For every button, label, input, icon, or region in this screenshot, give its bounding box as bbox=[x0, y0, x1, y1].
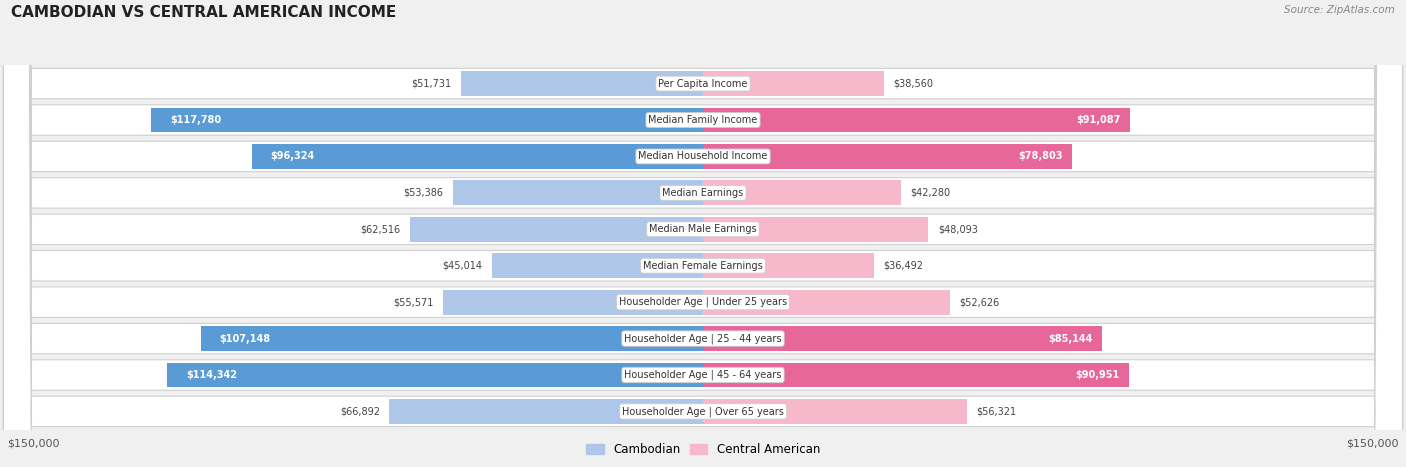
Bar bbox=[443, 290, 703, 315]
Text: $62,516: $62,516 bbox=[360, 224, 401, 234]
Text: Householder Age | Over 65 years: Householder Age | Over 65 years bbox=[621, 406, 785, 417]
Text: $42,280: $42,280 bbox=[911, 188, 950, 198]
Text: Householder Age | Under 25 years: Householder Age | Under 25 years bbox=[619, 297, 787, 307]
Bar bbox=[201, 326, 703, 351]
Text: Householder Age | 45 - 64 years: Householder Age | 45 - 64 years bbox=[624, 370, 782, 380]
Bar bbox=[389, 399, 703, 424]
Text: $45,014: $45,014 bbox=[443, 261, 482, 271]
FancyBboxPatch shape bbox=[3, 0, 1403, 467]
Bar bbox=[703, 399, 967, 424]
Text: Source: ZipAtlas.com: Source: ZipAtlas.com bbox=[1284, 5, 1395, 14]
Bar bbox=[703, 180, 901, 205]
FancyBboxPatch shape bbox=[3, 0, 1403, 467]
Text: $117,780: $117,780 bbox=[170, 115, 221, 125]
Text: Median Earnings: Median Earnings bbox=[662, 188, 744, 198]
Text: $66,892: $66,892 bbox=[340, 406, 380, 417]
Text: $96,324: $96,324 bbox=[270, 151, 315, 162]
Text: $90,951: $90,951 bbox=[1076, 370, 1121, 380]
Text: Median Household Income: Median Household Income bbox=[638, 151, 768, 162]
Text: $107,148: $107,148 bbox=[219, 333, 271, 344]
Bar bbox=[150, 107, 703, 133]
FancyBboxPatch shape bbox=[3, 0, 1403, 467]
FancyBboxPatch shape bbox=[3, 0, 1403, 467]
FancyBboxPatch shape bbox=[3, 0, 1403, 467]
Text: Median Female Earnings: Median Female Earnings bbox=[643, 261, 763, 271]
Legend: Cambodian, Central American: Cambodian, Central American bbox=[581, 439, 825, 461]
Bar bbox=[461, 71, 703, 96]
Text: $51,731: $51,731 bbox=[411, 78, 451, 89]
Text: $150,000: $150,000 bbox=[7, 439, 59, 449]
FancyBboxPatch shape bbox=[3, 0, 1403, 467]
FancyBboxPatch shape bbox=[3, 0, 1403, 467]
Text: $48,093: $48,093 bbox=[938, 224, 977, 234]
Text: $53,386: $53,386 bbox=[404, 188, 443, 198]
FancyBboxPatch shape bbox=[3, 0, 1403, 467]
Text: $56,321: $56,321 bbox=[976, 406, 1017, 417]
Bar bbox=[492, 253, 703, 278]
Text: $38,560: $38,560 bbox=[893, 78, 934, 89]
Bar bbox=[703, 144, 1073, 169]
Bar bbox=[703, 362, 1129, 388]
Text: $85,144: $85,144 bbox=[1049, 333, 1092, 344]
Text: Householder Age | 25 - 44 years: Householder Age | 25 - 44 years bbox=[624, 333, 782, 344]
FancyBboxPatch shape bbox=[3, 0, 1403, 467]
Bar bbox=[703, 326, 1102, 351]
FancyBboxPatch shape bbox=[3, 0, 1403, 467]
Text: Per Capita Income: Per Capita Income bbox=[658, 78, 748, 89]
Text: $52,626: $52,626 bbox=[959, 297, 1000, 307]
Bar bbox=[411, 217, 703, 242]
Bar bbox=[703, 71, 884, 96]
Text: $55,571: $55,571 bbox=[392, 297, 433, 307]
Text: CAMBODIAN VS CENTRAL AMERICAN INCOME: CAMBODIAN VS CENTRAL AMERICAN INCOME bbox=[11, 5, 396, 20]
Bar bbox=[252, 144, 703, 169]
Bar bbox=[453, 180, 703, 205]
Bar bbox=[703, 290, 949, 315]
Text: $114,342: $114,342 bbox=[186, 370, 236, 380]
Bar bbox=[167, 362, 703, 388]
Text: Median Male Earnings: Median Male Earnings bbox=[650, 224, 756, 234]
Bar bbox=[703, 217, 928, 242]
Bar bbox=[703, 253, 875, 278]
Text: Median Family Income: Median Family Income bbox=[648, 115, 758, 125]
Text: $150,000: $150,000 bbox=[1347, 439, 1399, 449]
Bar bbox=[703, 107, 1130, 133]
Text: $36,492: $36,492 bbox=[883, 261, 924, 271]
Text: $78,803: $78,803 bbox=[1018, 151, 1063, 162]
Text: $91,087: $91,087 bbox=[1076, 115, 1121, 125]
